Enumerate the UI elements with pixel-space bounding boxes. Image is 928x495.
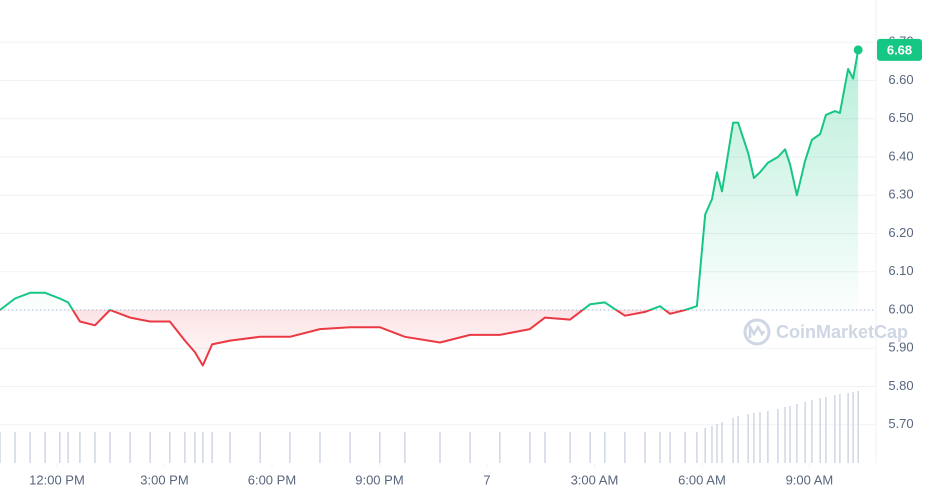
- x-tick-label: 12:00 PM: [29, 472, 85, 487]
- volume-bar: [129, 432, 131, 463]
- volume-bar: [857, 391, 859, 463]
- volume-bar: [169, 432, 171, 463]
- volume-bar: [404, 432, 406, 463]
- volume-bar: [499, 432, 501, 463]
- watermark: CoinMarketCap: [743, 318, 908, 346]
- volume-bar: [211, 432, 213, 463]
- x-tick-label: 3:00 AM: [571, 472, 619, 487]
- volume-bar: [811, 400, 813, 463]
- y-tick-label: 5.80: [888, 378, 913, 393]
- y-tick-label: 6.00: [888, 301, 913, 316]
- volume-bar: [852, 392, 854, 463]
- y-tick-label: 5.90: [888, 340, 913, 355]
- volume-bar: [819, 398, 821, 463]
- x-tick-label: 3:00 PM: [140, 472, 188, 487]
- volume-bar: [759, 412, 761, 463]
- volume-bar: [0, 432, 1, 463]
- volume-bar: [184, 432, 186, 463]
- volume-bar: [696, 432, 698, 463]
- volume-bar: [789, 406, 791, 463]
- volume-bar: [624, 432, 626, 463]
- volume-bar: [229, 432, 231, 463]
- y-tick-label: 6.30: [888, 187, 913, 202]
- volume-bar: [289, 432, 291, 463]
- volume-bar: [604, 432, 606, 463]
- volume-bar: [711, 426, 713, 463]
- volume-bar: [589, 432, 591, 463]
- volume-bar: [825, 397, 827, 463]
- volume-bar: [834, 395, 836, 463]
- last-point: [853, 45, 863, 55]
- volume-bar: [716, 424, 718, 463]
- volume-bar: [544, 432, 546, 463]
- watermark-logo-mark: [748, 322, 766, 338]
- volume-bar: [732, 418, 734, 463]
- watermark-logo: [743, 318, 771, 346]
- volume-bar: [804, 402, 806, 463]
- volume-bar: [529, 432, 531, 463]
- volume-bar: [753, 413, 755, 463]
- y-tick-label: 5.70: [888, 416, 913, 431]
- volume-bar: [784, 407, 786, 463]
- volume-bar: [704, 428, 706, 463]
- volume-bar: [659, 432, 661, 463]
- volume-bar: [194, 432, 196, 463]
- volume-bar: [319, 432, 321, 463]
- volume-bar: [796, 404, 798, 463]
- volume-bar: [439, 432, 441, 463]
- volume-bar: [839, 394, 841, 463]
- volume-bar: [149, 432, 151, 463]
- x-tick-label: 6:00 AM: [678, 472, 726, 487]
- y-tick-label: 6.20: [888, 225, 913, 240]
- volume-bar: [67, 432, 69, 463]
- volume-bar: [259, 432, 261, 463]
- price-badge-label: 6.68: [887, 42, 912, 57]
- volume-bar: [469, 432, 471, 463]
- volume-bar: [847, 393, 849, 463]
- volume-bar: [644, 432, 646, 463]
- volume-bar: [94, 432, 96, 463]
- volume-bar: [349, 432, 351, 463]
- volume-bar: [44, 432, 46, 463]
- volume-bar: [767, 411, 769, 463]
- price-badge: [877, 38, 922, 61]
- area-fill: [0, 49, 859, 366]
- volume-bar: [29, 432, 31, 463]
- y-tick-label: 6.50: [888, 110, 913, 125]
- x-tick-label: 9:00 PM: [355, 472, 403, 487]
- price-line: [0, 49, 860, 367]
- volume-bar: [684, 432, 686, 463]
- x-tick-label: 9:00 AM: [786, 472, 834, 487]
- volume-bar: [747, 414, 749, 463]
- volume-bar: [202, 432, 204, 463]
- volume-bar: [721, 422, 723, 463]
- volume-bar: [379, 432, 381, 463]
- y-tick-label: 6.60: [888, 72, 913, 87]
- y-tick-label: 6.10: [888, 263, 913, 278]
- x-tick-label: 7: [483, 472, 490, 487]
- volume-bar: [14, 432, 16, 463]
- volume-bar: [669, 432, 671, 463]
- volume-bar: [777, 409, 779, 463]
- volume-bar: [569, 432, 571, 463]
- volume-bar: [59, 432, 61, 463]
- y-tick-label: 6.40: [888, 148, 913, 163]
- volume-bar: [109, 432, 111, 463]
- volume-bar: [737, 416, 739, 463]
- watermark-text: CoinMarketCap: [776, 322, 908, 342]
- volume-bar: [79, 432, 81, 463]
- x-tick-label: 6:00 PM: [248, 472, 296, 487]
